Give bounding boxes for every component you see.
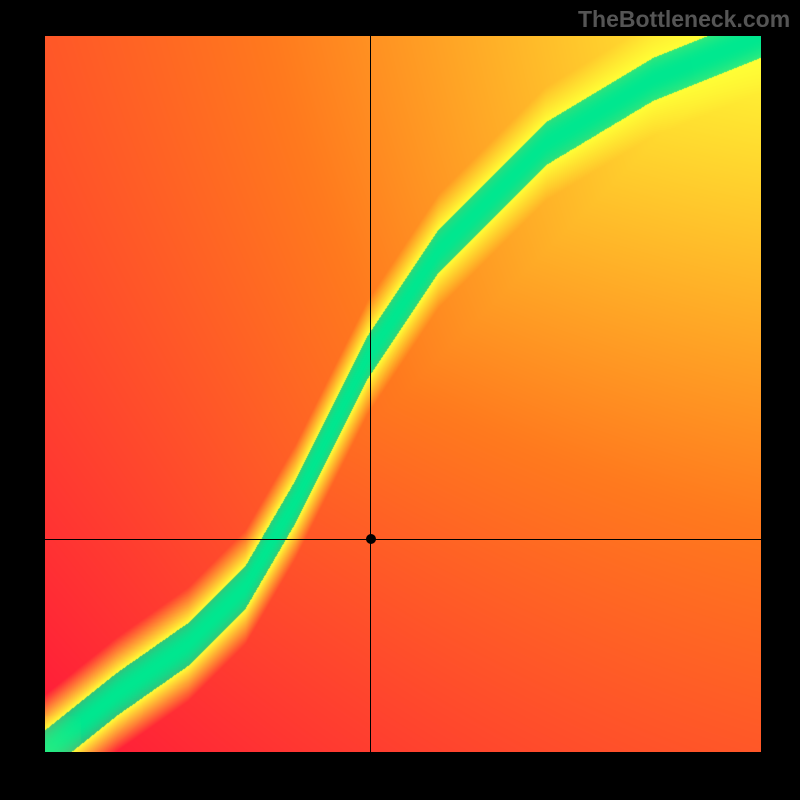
crosshair-horizontal: [45, 539, 761, 540]
heatmap-plot: [45, 36, 761, 752]
crosshair-vertical: [370, 36, 371, 752]
watermark-text: TheBottleneck.com: [578, 6, 790, 33]
heatmap-canvas: [45, 36, 761, 752]
